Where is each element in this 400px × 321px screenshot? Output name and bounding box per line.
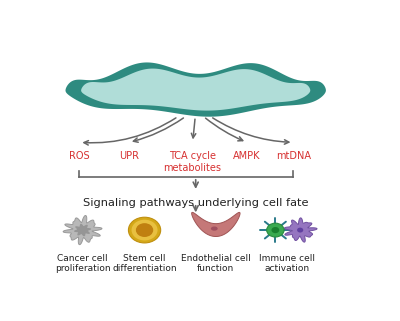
Text: Endothelial cell
function: Endothelial cell function bbox=[181, 254, 251, 273]
Text: Immune cell
activation: Immune cell activation bbox=[259, 254, 315, 273]
Ellipse shape bbox=[132, 220, 158, 240]
Polygon shape bbox=[284, 218, 317, 242]
Ellipse shape bbox=[136, 223, 153, 237]
Polygon shape bbox=[66, 63, 326, 117]
Text: Signaling pathways underlying cell fate: Signaling pathways underlying cell fate bbox=[83, 198, 308, 208]
Text: TCA cycle
metabolites: TCA cycle metabolites bbox=[164, 151, 222, 173]
Polygon shape bbox=[74, 224, 91, 236]
Polygon shape bbox=[63, 215, 102, 245]
Polygon shape bbox=[192, 213, 240, 237]
Ellipse shape bbox=[297, 228, 303, 232]
Ellipse shape bbox=[272, 227, 279, 233]
Text: UPR: UPR bbox=[119, 151, 139, 161]
Ellipse shape bbox=[211, 227, 218, 231]
Text: ROS: ROS bbox=[69, 151, 90, 161]
Text: mtDNA: mtDNA bbox=[276, 151, 311, 161]
Ellipse shape bbox=[128, 217, 161, 243]
Text: Stem cell
differentiation: Stem cell differentiation bbox=[112, 254, 177, 273]
Text: AMPK: AMPK bbox=[233, 151, 261, 161]
Text: Cancer cell
proliferation: Cancer cell proliferation bbox=[55, 254, 110, 273]
Polygon shape bbox=[81, 69, 310, 111]
Ellipse shape bbox=[267, 223, 284, 237]
